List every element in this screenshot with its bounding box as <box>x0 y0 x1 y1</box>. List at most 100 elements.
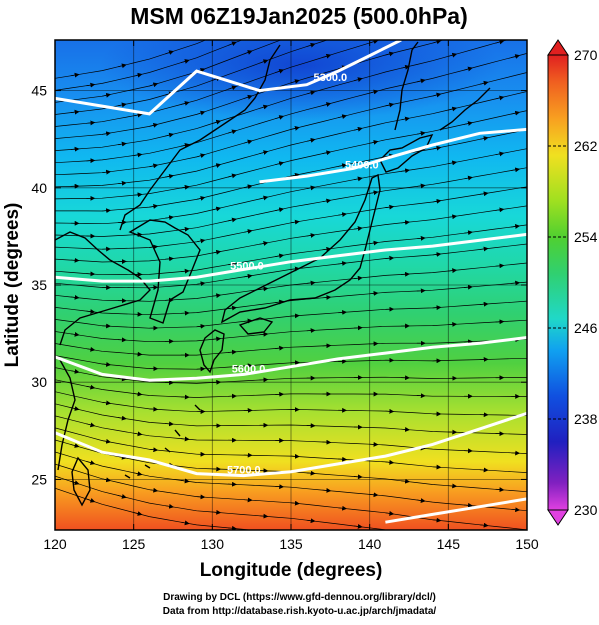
wind-arrow <box>165 503 174 509</box>
colorbar-bar <box>547 54 569 511</box>
x-tick-label: 135 <box>279 536 303 552</box>
wind-arrow <box>401 64 410 70</box>
coastline-layer <box>55 41 491 507</box>
y-tick-label: 45 <box>31 83 47 99</box>
wind-arrow <box>133 471 143 477</box>
wind-arrow <box>275 532 283 533</box>
wind-arrow <box>338 261 348 266</box>
wind-arrow <box>102 169 112 175</box>
wind-arrow <box>306 233 316 238</box>
colorbar-tick-label: 270 <box>574 47 598 63</box>
wind-arrow <box>196 494 206 500</box>
colorbar-tick-label: 262 <box>574 138 598 154</box>
credit-drawing: Drawing by DCL (https://www.gfd-dennou.o… <box>163 592 436 603</box>
contour-label: 5500.0 <box>230 260 264 272</box>
wind-arrow <box>495 40 505 45</box>
wind-arrow <box>70 331 80 337</box>
wind-arrow <box>227 41 237 47</box>
wind-arrow <box>227 129 237 135</box>
wind-arrow <box>353 275 363 281</box>
wind-arrow <box>86 498 96 503</box>
wind-arrow <box>322 53 332 59</box>
wind-arrow <box>196 238 206 244</box>
wind-arrow <box>196 195 206 201</box>
wind-arrow <box>353 176 363 182</box>
wind-arrow <box>275 253 285 259</box>
wind-arrow <box>133 391 143 397</box>
wind-arrow <box>353 77 363 82</box>
wind-arrow <box>511 566 519 567</box>
y-axis: 25 30 35 40 45 <box>31 83 527 487</box>
wind-arrow <box>228 261 237 267</box>
wind-arrow <box>401 168 410 174</box>
taiwan-coastline <box>71 456 91 507</box>
wind-arrow <box>196 110 206 116</box>
wind-arrow <box>259 286 269 292</box>
wind-arrow <box>290 500 300 506</box>
wind-arrow <box>228 525 237 530</box>
wind-arrow <box>149 487 159 493</box>
wind-arrow <box>511 280 521 286</box>
wind-arrow <box>417 552 425 553</box>
wind-arrow <box>86 422 96 428</box>
wind-arrow <box>86 309 96 315</box>
wind-arrow <box>165 215 174 221</box>
wind-arrow <box>369 139 379 145</box>
wind-arrow <box>511 110 521 116</box>
wind-arrow <box>70 294 80 300</box>
wind-arrow <box>259 513 269 519</box>
height-contour-line <box>55 336 527 382</box>
y-tick-label: 30 <box>31 374 47 390</box>
wind-arrow <box>275 345 285 351</box>
wind-arrow <box>243 363 253 369</box>
wind-arrow <box>165 173 174 179</box>
wind-arrow <box>102 92 112 98</box>
wind-arrow <box>353 524 363 529</box>
wind-arrow <box>306 90 316 96</box>
wind-arrow <box>479 136 489 141</box>
wind-arrow <box>464 559 472 560</box>
wind-arrow <box>463 66 473 72</box>
wind-arrow <box>275 207 285 213</box>
wind-arrow <box>290 126 300 131</box>
wind-arrow <box>149 285 159 290</box>
wind-arrow <box>448 483 458 489</box>
wind-arrow <box>117 415 127 421</box>
x-tick-label: 125 <box>122 536 146 552</box>
wind-arrow <box>385 51 395 57</box>
wind-arrow <box>448 268 458 274</box>
wind-arrow <box>448 52 458 58</box>
wind-arrow <box>416 235 426 241</box>
wind-arrow <box>416 498 426 503</box>
wind-arrow <box>86 271 96 277</box>
wind-arrow <box>86 460 96 465</box>
wind-arrow <box>464 284 473 290</box>
wind-arrow <box>243 50 253 55</box>
credit-data: Data from http://database.rish.kyoto-u.a… <box>162 606 437 617</box>
wind-arrow <box>432 517 442 523</box>
colorbar-tick-label: 246 <box>574 320 598 336</box>
wind-arrow <box>322 295 332 300</box>
wind-arrow <box>227 217 237 223</box>
wind-arrow <box>385 204 395 210</box>
wind-arrow <box>290 219 300 225</box>
wind-arrow <box>369 89 379 95</box>
wind-arrow <box>275 115 285 120</box>
wind-arrow <box>385 255 395 261</box>
wind-arrow <box>133 112 143 118</box>
wind-arrow <box>495 151 505 157</box>
wind-arrow <box>385 459 395 465</box>
wind-arrow <box>117 376 127 382</box>
contour-label: 5300.0 <box>314 72 348 84</box>
wind-arrow <box>117 494 127 499</box>
wind-arrow <box>322 102 332 107</box>
y-axis-label: Latitude (degrees) <box>2 203 23 368</box>
wind-arrow <box>432 252 442 257</box>
contour-label: 5600.0 <box>232 364 266 376</box>
colorbar-tick-label: 230 <box>574 502 598 518</box>
wind-arrow <box>117 141 127 147</box>
wind-arrow <box>416 78 426 84</box>
wind-arrow <box>149 122 159 128</box>
wind-arrow <box>180 478 190 484</box>
wind-arrow <box>401 478 410 484</box>
